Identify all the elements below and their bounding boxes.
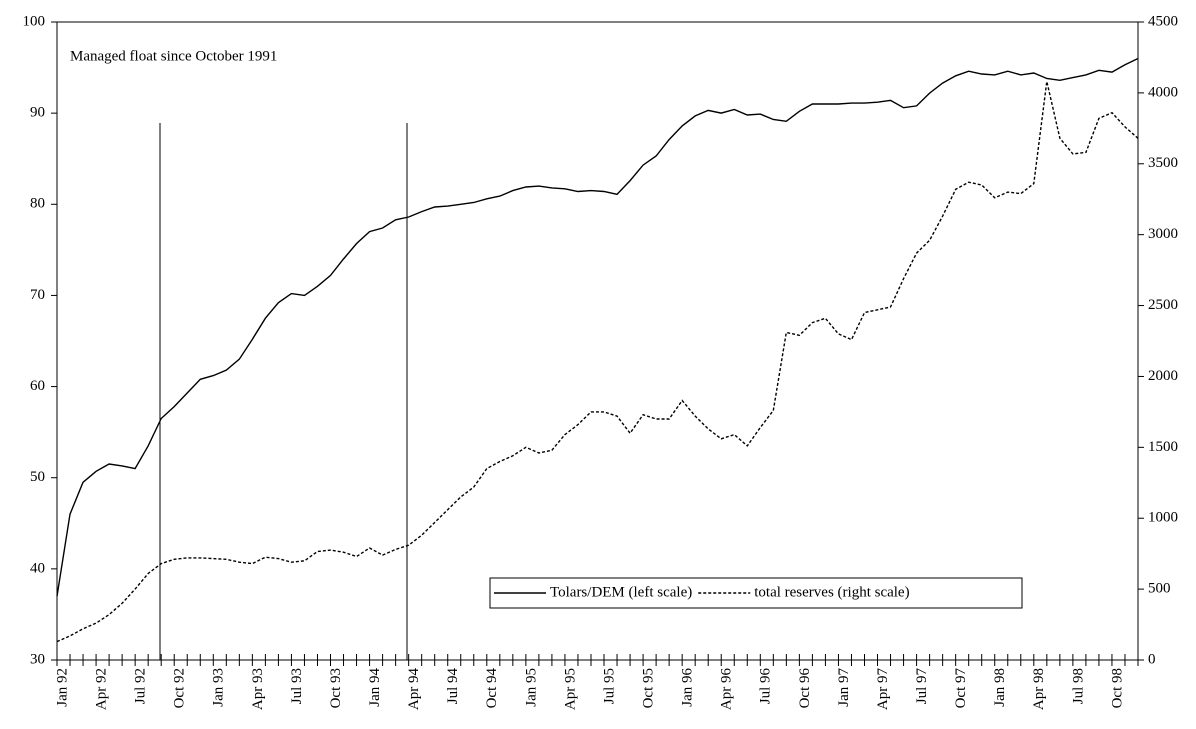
x-tick-label: Jul 95 — [601, 668, 617, 704]
annotation: Managed float since October 1991 — [70, 48, 277, 64]
y-tick-label: 100 — [23, 13, 46, 29]
x-tick-label: Oct 97 — [953, 668, 969, 709]
y-tick-label: 50 — [30, 469, 45, 485]
legend-label: Tolars/DEM (left scale) — [550, 584, 692, 600]
legend-label: total reserves (right scale) — [754, 584, 909, 600]
x-tick-label: Oct 96 — [797, 668, 813, 709]
x-tick-label: Apr 92 — [94, 668, 110, 710]
x-tick-label: Jul 94 — [445, 668, 461, 705]
x-tick-label: Oct 95 — [641, 668, 657, 708]
x-tick-label: Apr 98 — [1031, 668, 1047, 710]
y-tick-label: 70 — [30, 287, 45, 303]
x-tick-label: Jan 94 — [367, 668, 383, 707]
y2-tick-label: 3500 — [1148, 155, 1178, 171]
series-line — [56, 81, 1139, 643]
y2-tick-label: 1500 — [1148, 439, 1178, 455]
x-tick-label: Apr 96 — [719, 668, 735, 711]
x-tick-label: Jan 96 — [680, 668, 696, 707]
x-tick-label: Jan 92 — [54, 668, 70, 707]
x-tick-label: Oct 94 — [484, 668, 500, 709]
plot-frame — [56, 21, 1139, 661]
series-line — [56, 57, 1139, 597]
y-tick-label: 90 — [30, 105, 45, 121]
legend-box — [489, 577, 1023, 609]
x-tick-label: Apr 95 — [562, 668, 578, 710]
x-tick-label: Jan 93 — [211, 668, 227, 707]
x-tick-label: Jul 97 — [914, 668, 930, 705]
x-tick-label: Jan 97 — [836, 668, 852, 707]
x-tick-label: Oct 98 — [1109, 668, 1125, 708]
y2-tick-label: 500 — [1148, 581, 1171, 597]
y2-tick-label: 3000 — [1148, 226, 1178, 242]
y2-tick-label: 2000 — [1148, 368, 1178, 384]
x-tick-label: Apr 93 — [250, 668, 266, 710]
x-tick-label: Jan 95 — [523, 668, 539, 707]
y-tick-label: 30 — [30, 651, 45, 667]
x-tick-label: Apr 97 — [875, 668, 891, 711]
y2-tick-label: 1000 — [1148, 510, 1178, 526]
y2-tick-label: 4500 — [1148, 13, 1178, 29]
y2-tick-label: 0 — [1148, 651, 1156, 667]
y2-tick-label: 4000 — [1148, 84, 1178, 100]
x-tick-label: Jan 98 — [992, 668, 1008, 707]
y2-tick-label: 2500 — [1148, 297, 1178, 313]
x-tick-label: Oct 93 — [328, 668, 344, 708]
y-tick-label: 40 — [30, 560, 45, 576]
y-tick-label: 80 — [30, 196, 45, 212]
x-tick-label: Jul 98 — [1070, 668, 1086, 704]
x-tick-label: Apr 94 — [406, 668, 422, 711]
x-tick-label: Jul 96 — [758, 668, 774, 705]
x-tick-label: Oct 92 — [172, 668, 188, 708]
y-tick-label: 60 — [30, 378, 45, 394]
x-tick-label: Jul 92 — [133, 668, 149, 704]
x-tick-label: Jul 93 — [289, 668, 305, 704]
